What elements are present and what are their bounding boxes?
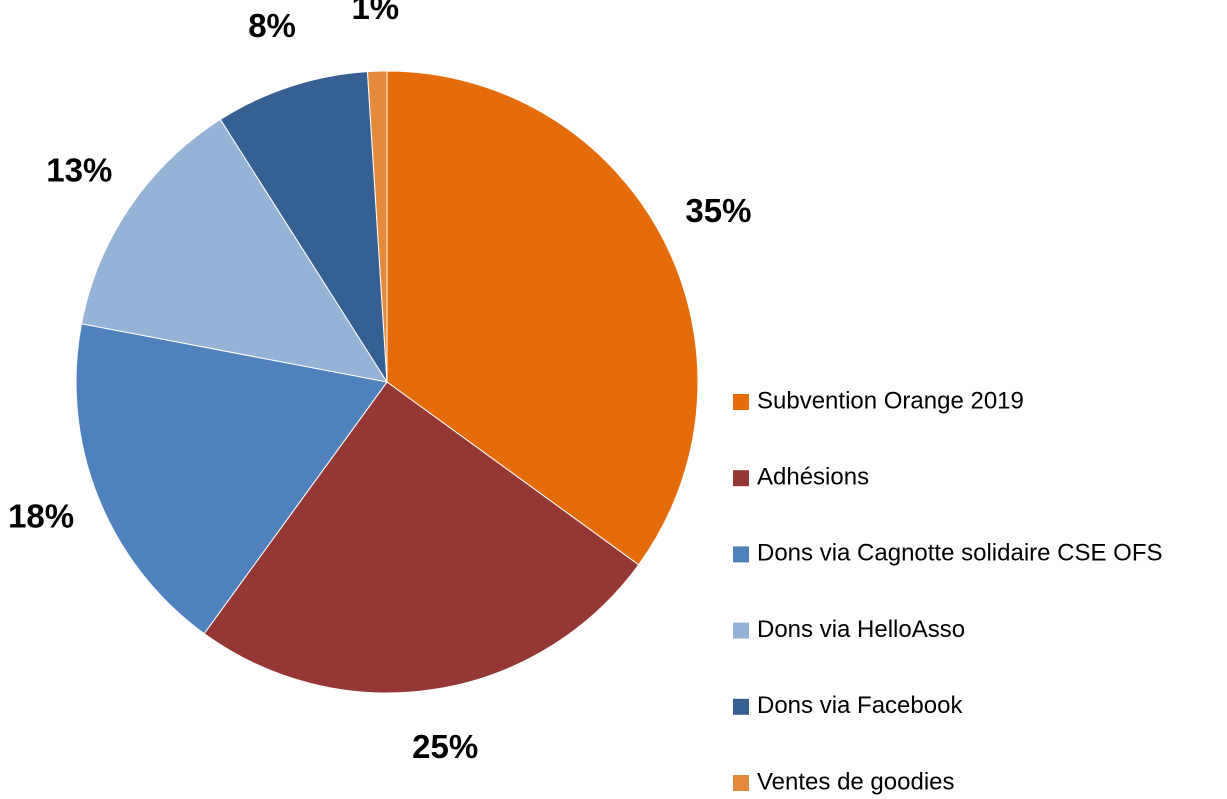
pie-slice [366, 70, 388, 383]
data-label: 18% [8, 498, 74, 535]
legend-label: Dons via Cagnotte solidaire CSE OFS [757, 540, 1163, 567]
data-label: 25% [412, 728, 478, 765]
pie-slice [203, 381, 640, 694]
legend-swatch [733, 546, 749, 563]
legend-label: Dons via Facebook [757, 692, 963, 719]
legend-swatch [733, 698, 749, 715]
pie-slice [219, 71, 388, 383]
legend-swatch [733, 394, 749, 410]
legend-label: Dons via HelloAsso [757, 616, 965, 643]
legend-label: Ventes de goodies [757, 768, 955, 795]
legend-label: Adhésions [757, 464, 869, 491]
legend-swatch [733, 622, 749, 639]
legend-label: Subvention Orange 2019 [757, 387, 1024, 414]
data-label: 35% [685, 192, 751, 229]
data-label: 1% [351, 0, 399, 26]
data-label: 8% [248, 7, 296, 44]
data-label: 13% [46, 152, 112, 189]
pie-slice [386, 70, 699, 566]
pie-slice [80, 118, 389, 383]
pie-slice [75, 323, 388, 635]
legend-swatch [733, 775, 749, 791]
legend-swatch [733, 470, 749, 487]
